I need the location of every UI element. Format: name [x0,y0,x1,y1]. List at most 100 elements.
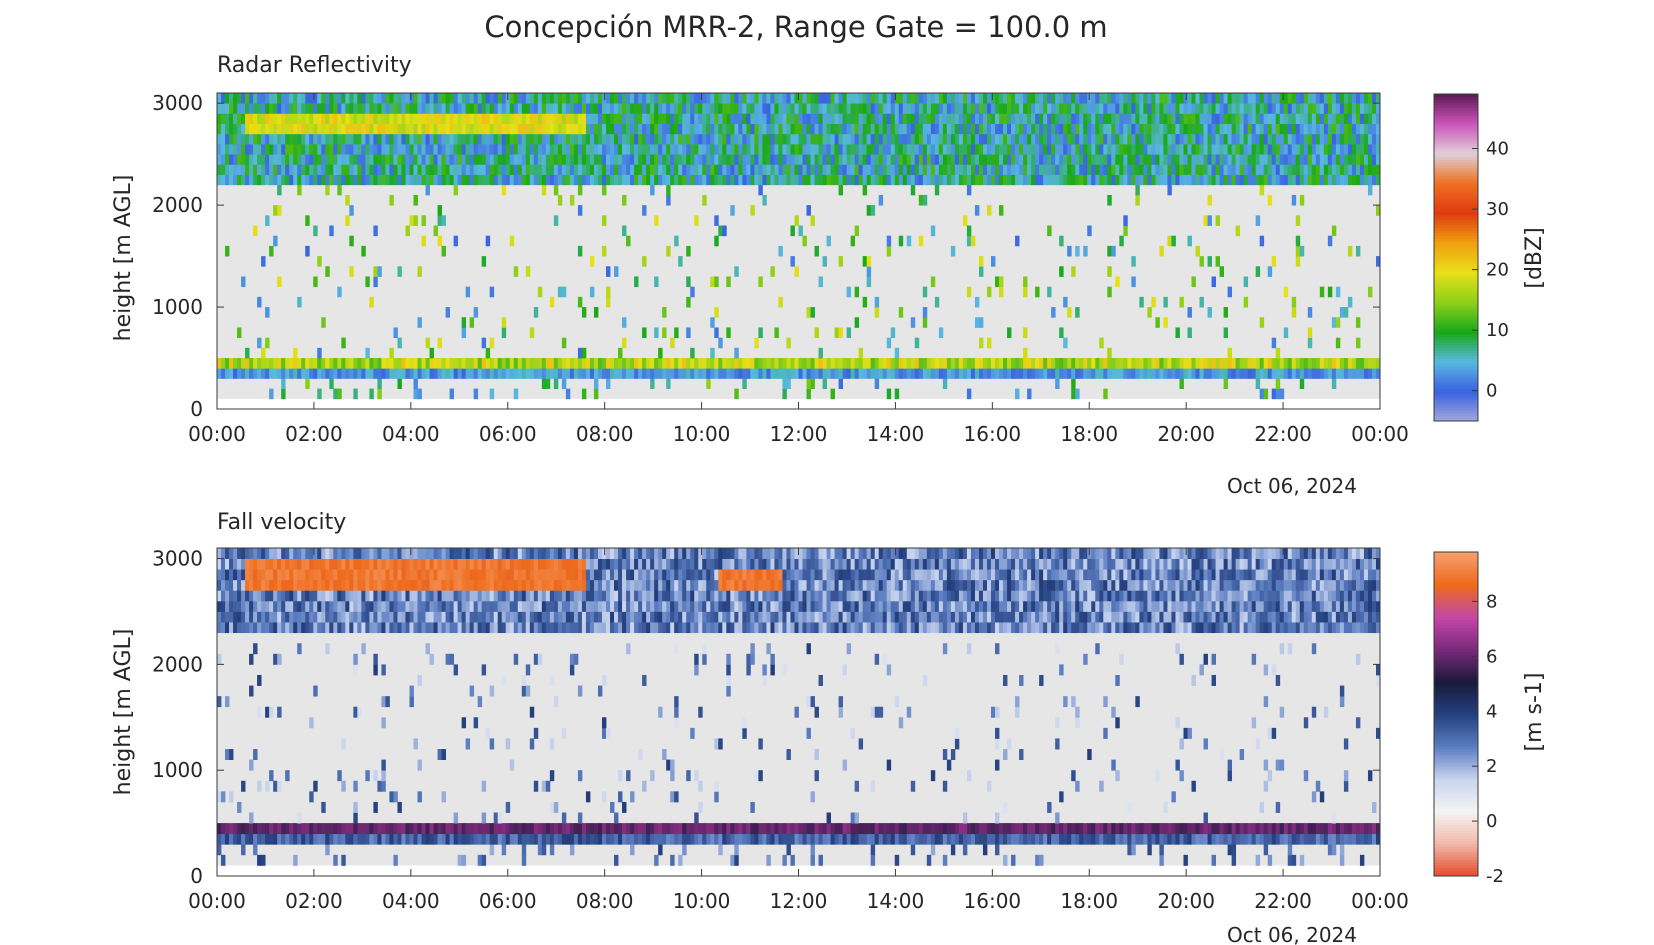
heatmap-cell [1219,174,1224,186]
heatmap-cell [313,611,318,623]
heatmap-cell [521,143,527,155]
heatmap-cell [1279,164,1285,175]
heatmap-cell [597,143,603,155]
heatmap-cell [1331,143,1337,155]
heatmap-cell [357,579,362,591]
heatmap-cell [289,823,294,835]
heatmap-cell [910,164,916,175]
heatmap-cell [902,93,908,104]
heatmap-cell [429,590,434,602]
heatmap-cell [846,103,852,114]
heatmap-cell [646,103,651,114]
heatmap-cell [585,174,591,186]
heatmap-cell [577,685,583,697]
heatmap-cell [734,93,739,104]
heatmap-cell [409,833,414,845]
heatmap-cell [1171,164,1176,175]
heatmap-cell [589,558,595,570]
heatmap-cell [682,123,687,135]
heatmap-cell [365,143,370,155]
heatmap-cell [337,103,342,114]
heatmap-cell [1019,103,1024,114]
heatmap-cell [958,103,964,114]
heatmap-cell [601,600,607,612]
heatmap-cell [417,103,422,114]
heatmap-cell [341,164,346,175]
heatmap-cell [654,93,659,104]
heatmap-cell [930,368,936,379]
colorbar-swatch [1434,121,1478,125]
heatmap-cell [906,93,912,104]
heatmap-cell [754,143,759,155]
heatmap-cell [618,569,623,581]
heatmap-cell [866,205,872,216]
heatmap-cell [678,133,683,145]
heatmap-cell [441,103,446,114]
heatmap-cell [1243,164,1249,175]
heatmap-cell [589,569,595,581]
heatmap-cell [249,569,254,581]
colorbar-swatch [1434,123,1478,128]
heatmap-cell [1335,154,1341,165]
heatmap-cell [573,123,579,135]
heatmap-cell [217,622,222,634]
heatmap-cell [918,123,924,135]
heatmap-cell [618,133,623,145]
heatmap-cell [614,113,619,124]
heatmap-cell [1087,143,1092,155]
heatmap-cell [561,548,567,559]
heatmap-cell [521,590,527,602]
heatmap-cell [221,133,226,145]
heatmap-cell [1027,143,1032,155]
heatmap-cell [991,93,996,104]
heatmap-cell [930,143,936,155]
heatmap-cell [650,123,655,135]
heatmap-cell [758,93,763,104]
heatmap-cell [477,123,483,135]
heatmap-cell [497,590,503,602]
heatmap-cell [325,611,330,623]
heatmap-cell [1031,143,1036,155]
heatmap-cell [561,378,567,390]
heatmap-cell [221,103,226,114]
heatmap-cell [261,154,266,165]
heatmap-cell [449,548,455,559]
heatmap-cell [1279,368,1285,379]
heatmap-cell [1271,368,1277,379]
heatmap-cell [233,174,238,186]
heatmap-cell [714,215,719,226]
heatmap-cell [1367,93,1373,104]
heatmap-cell [581,368,587,379]
heatmap-cell [505,123,511,135]
heatmap-cell [597,123,603,135]
heatmap-cell [1163,174,1168,186]
heatmap-cell [822,133,827,145]
heatmap-cell [886,358,892,369]
heatmap-cell [1319,113,1325,124]
heatmap-cell [369,579,374,591]
heatmap-cell [549,113,555,124]
heatmap-cell [962,368,968,379]
heatmap-cell [1259,358,1265,369]
heatmap-cell [545,154,551,165]
heatmap-cell [1083,123,1088,135]
heatmap-cell [297,133,302,145]
heatmap-cell [353,93,358,104]
heatmap-cell [1147,133,1152,145]
heatmap-cell [305,93,310,104]
heatmap-cell [313,93,318,104]
heatmap-cell [1223,93,1229,104]
heatmap-cell [489,600,495,612]
heatmap-cell [245,347,250,359]
heatmap-cell [253,358,258,369]
heatmap-cell [774,368,779,379]
heatmap-cell [1155,123,1160,135]
heatmap-cell [966,358,972,369]
heatmap-cell [577,358,583,369]
heatmap-cell [1003,93,1008,104]
heatmap-cell [742,164,747,175]
heatmap-cell [493,113,499,124]
heatmap-cell [369,823,374,835]
heatmap-cell [477,622,483,634]
heatmap-cell [1299,154,1305,165]
